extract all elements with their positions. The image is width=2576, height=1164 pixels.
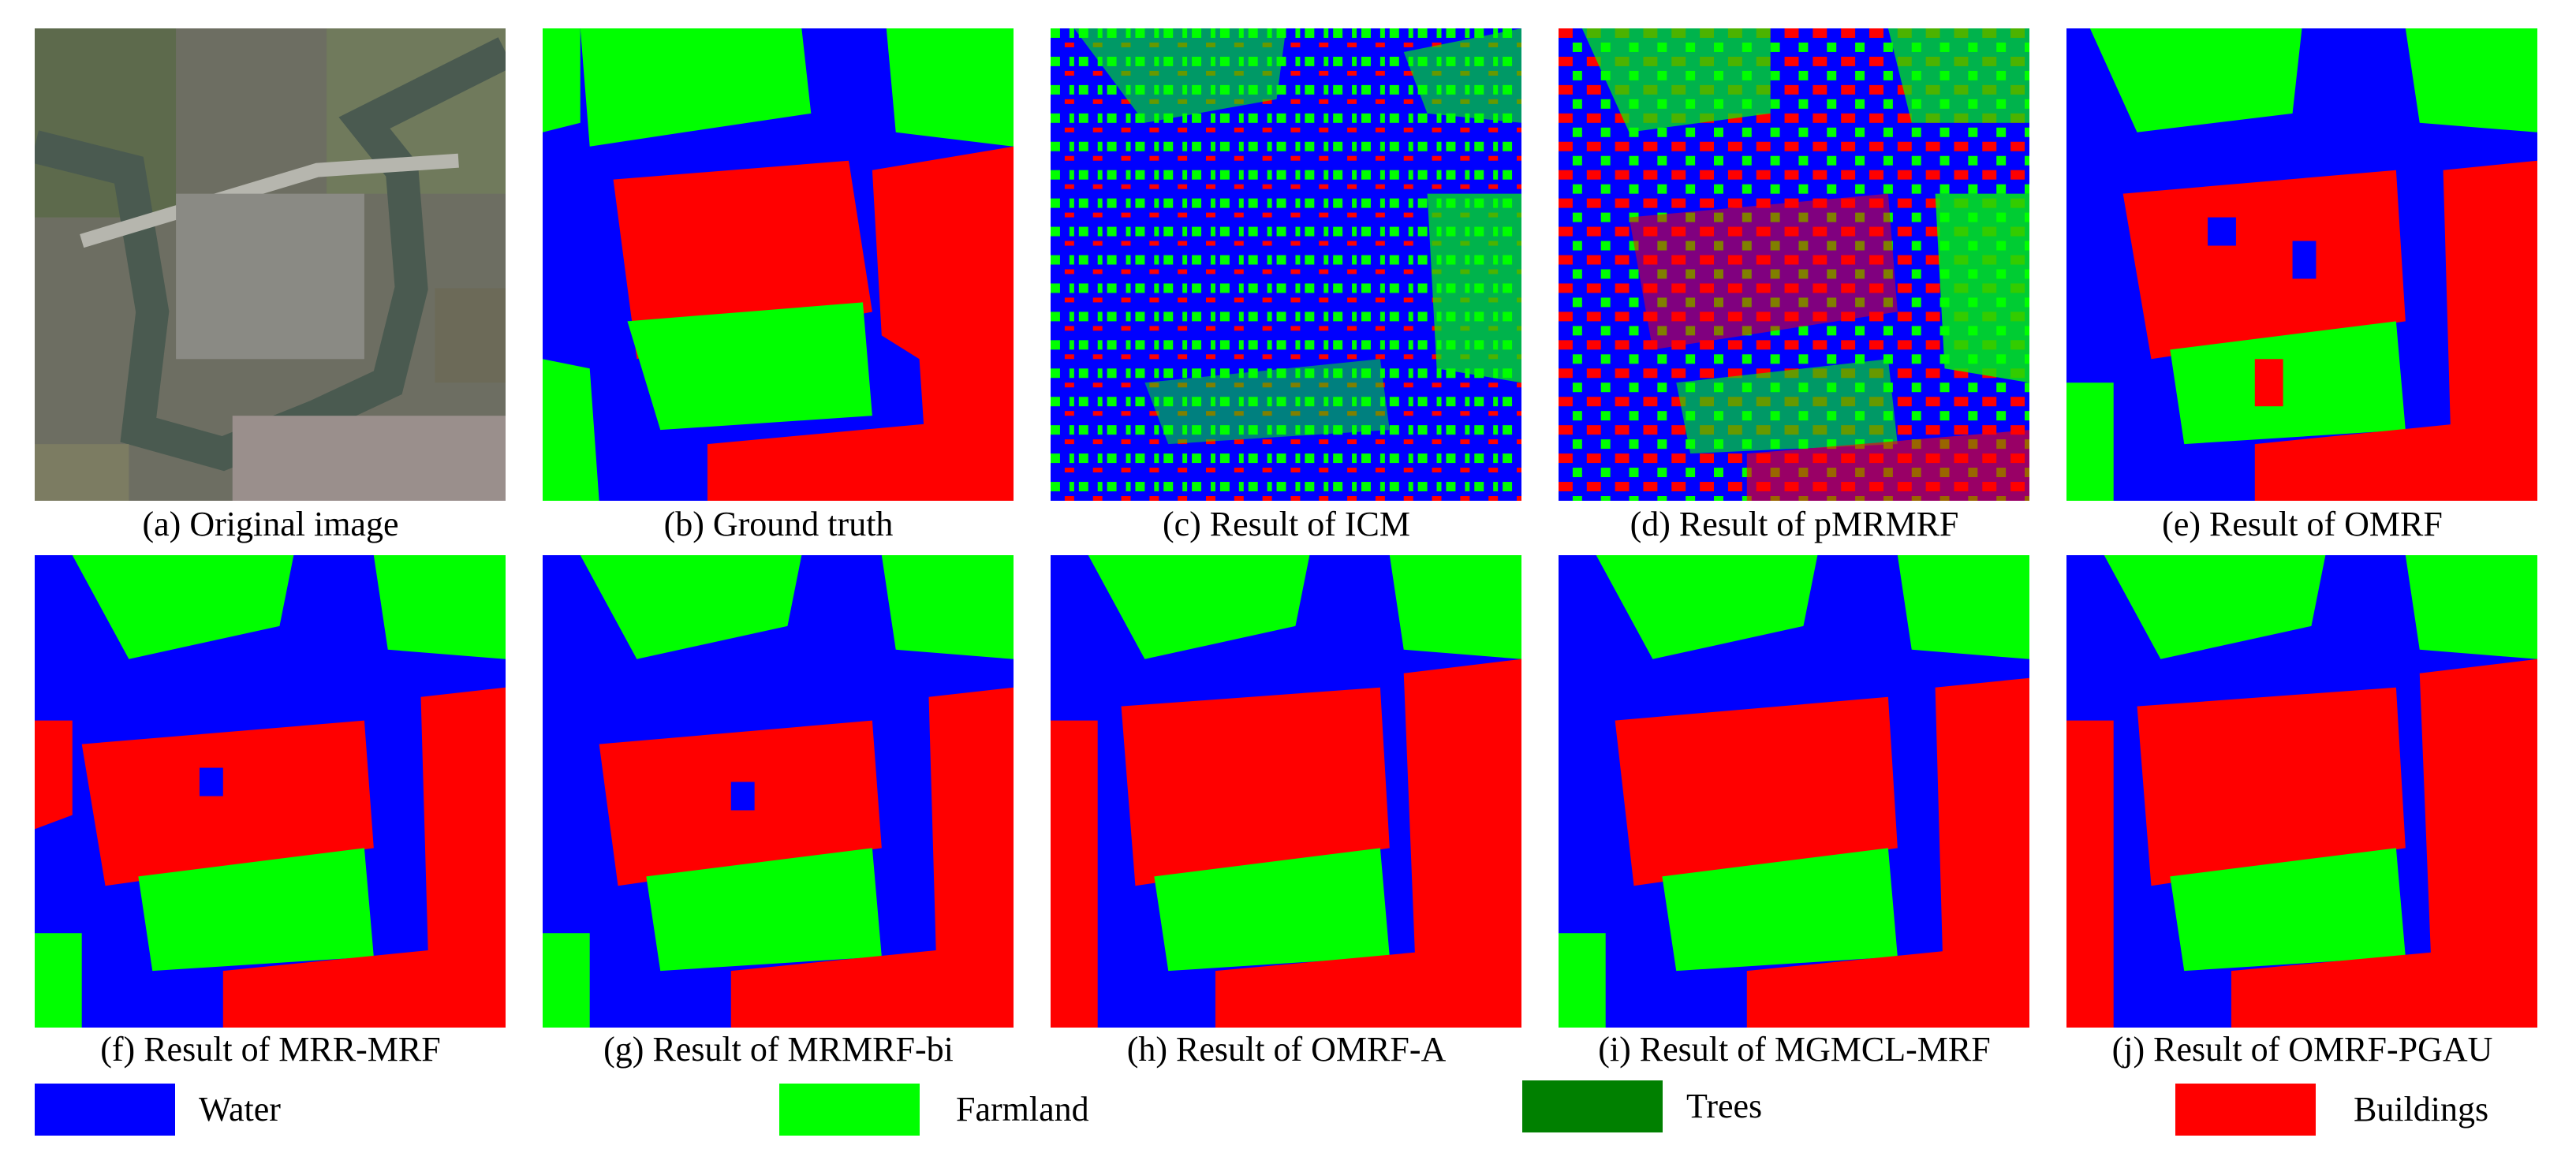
caption-original-image: (a) Original image xyxy=(142,505,399,543)
legend-swatch-water xyxy=(35,1084,175,1136)
result-omrf-map xyxy=(2066,28,2537,501)
result-omrf-pgau-map xyxy=(2066,555,2537,1028)
result-mgmcl-mrf-map xyxy=(1559,555,2029,1028)
result-pmrmrf-map xyxy=(1559,28,2029,501)
caption-result-mrmrf-bi: (g) Result of MRMRF-bi xyxy=(603,1030,954,1069)
legend-swatch-buildings xyxy=(2175,1084,2316,1136)
caption-result-icm: (c) Result of ICM xyxy=(1162,505,1411,543)
legend-swatch-farmland xyxy=(779,1084,920,1136)
caption-result-pmrmrf: (d) Result of pMRMRF xyxy=(1630,505,1959,543)
ground-truth-map xyxy=(543,28,1014,501)
result-mrr-mrf-map xyxy=(35,555,506,1028)
result-mrmrf-bi-map xyxy=(543,555,1014,1028)
caption-result-omrf: (e) Result of OMRF xyxy=(2162,505,2443,543)
result-icm-map xyxy=(1051,28,1521,501)
caption-result-omrf-pgau: (j) Result of OMRF-PGAU xyxy=(2111,1030,2493,1069)
legend-swatch-trees xyxy=(1522,1080,1663,1132)
caption-ground-truth: (b) Ground truth xyxy=(663,505,894,543)
original-aerial-image xyxy=(35,28,506,501)
legend-label-buildings: Buildings xyxy=(2354,1090,2489,1129)
result-omrf-a-map xyxy=(1051,555,1521,1028)
legend-label-trees: Trees xyxy=(1686,1087,1763,1125)
caption-result-mgmcl-mrf: (i) Result of MGMCL-MRF xyxy=(1598,1030,1991,1069)
caption-result-omrf-a: (h) Result of OMRF-A xyxy=(1126,1030,1447,1069)
legend-label-water: Water xyxy=(199,1090,281,1129)
caption-result-mrr-mrf: (f) Result of MRR-MRF xyxy=(100,1030,441,1069)
legend-label-farmland: Farmland xyxy=(956,1090,1089,1129)
